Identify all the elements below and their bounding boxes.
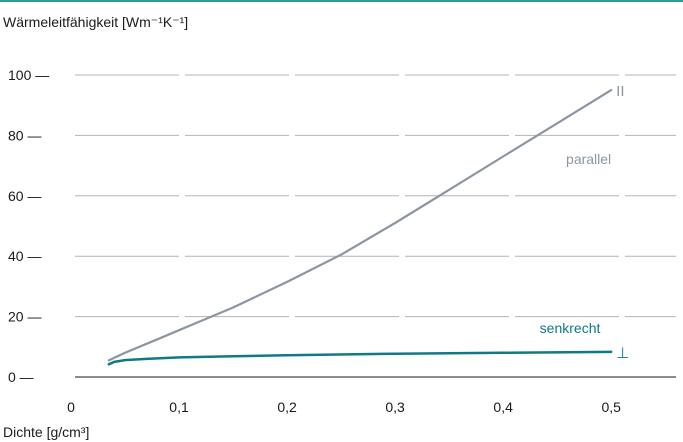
- x-tick-label: 0,5: [601, 399, 621, 415]
- series-end-symbol: ⊥: [616, 345, 629, 362]
- x-tick-label: 0: [67, 399, 75, 415]
- series-line-parallel: [107, 89, 613, 362]
- y-tick-label: 0 —: [8, 369, 34, 385]
- series-line-senkrecht: [107, 350, 613, 366]
- x-tick-label: 0,2: [277, 399, 297, 415]
- x-axis-label: Dichte [g/cm³]: [3, 424, 89, 440]
- y-tick-label: 20 —: [8, 309, 41, 325]
- x-ticks: 0 0,1 0,2 0,3 0,4 0,5: [67, 399, 621, 415]
- series-end-symbol: II: [616, 83, 624, 100]
- top-accent-rule: [0, 0, 683, 2]
- y-ticks: 0 — 20 — 40 — 60 — 80 — 100 —: [8, 67, 49, 385]
- y-tick-label: 40 —: [8, 248, 41, 264]
- series-label: senkrecht: [540, 320, 601, 336]
- y-tick-label: 100 —: [8, 67, 49, 83]
- y-axis-label: Wärmeleitfähigkeit [Wm⁻¹K⁻¹]: [3, 14, 188, 30]
- series-layer: II parallel ⊥ senkrecht: [107, 83, 629, 366]
- x-tick-label: 0,1: [169, 399, 189, 415]
- x-tick-label: 0,4: [493, 399, 513, 415]
- grid: [75, 74, 676, 318]
- x-tick-label: 0,3: [385, 399, 405, 415]
- series-label: parallel: [566, 151, 611, 167]
- y-tick-label: 80 —: [8, 127, 41, 143]
- y-tick-label: 60 —: [8, 188, 41, 204]
